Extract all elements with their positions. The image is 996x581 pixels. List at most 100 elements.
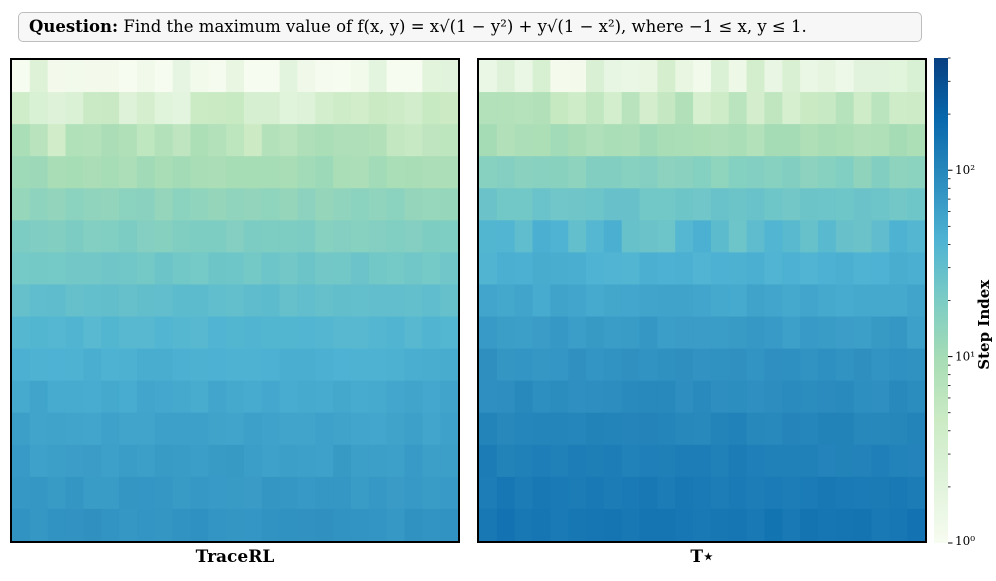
heatmap-cell: [29, 92, 49, 125]
heatmap-cell: [190, 60, 209, 93]
heatmap-cell: [422, 92, 441, 125]
heatmap-cell: [693, 444, 712, 478]
heatmap-cell: [835, 220, 855, 254]
heatmap-cell: [243, 444, 263, 478]
heatmap-cell: [764, 188, 783, 221]
heatmap-cell: [871, 476, 890, 510]
heatmap-cell: [172, 220, 192, 254]
heatmap-cell: [190, 508, 209, 541]
heatmap-cell: [675, 508, 694, 541]
heatmap-cell: [657, 124, 676, 157]
heatmap-cell: [172, 380, 192, 414]
heatmap-cell: [871, 380, 890, 414]
heatmap-cell: [101, 60, 120, 93]
heatmap-cell: [350, 60, 370, 93]
heatmap-cell: [226, 316, 245, 350]
heatmap-cell: [639, 92, 659, 125]
heatmap-cell: [172, 60, 192, 93]
heatmap-cell: [368, 316, 388, 350]
heatmap-cell: [172, 508, 192, 541]
heatmap-cell: [514, 60, 534, 93]
heatmap-cell: [404, 508, 423, 541]
heatmap-cell: [119, 348, 138, 382]
heatmap-cell: [261, 412, 281, 446]
heatmap-cell: [172, 476, 192, 510]
heatmap-cell: [889, 444, 908, 478]
heatmap-cell: [368, 60, 388, 93]
heatmap-cell: [83, 188, 102, 221]
heatmap-cell: [657, 284, 676, 318]
heatmap-cell: [83, 156, 102, 189]
heatmap-cell: [514, 284, 534, 318]
heatmap-cell: [65, 316, 84, 350]
heatmap-cell: [746, 348, 766, 382]
heatmap-cell: [871, 124, 890, 157]
heatmap-cell: [746, 220, 766, 254]
heatmap-cell: [514, 156, 534, 189]
heatmap-cell: [350, 380, 370, 414]
heatmap-cell: [889, 60, 908, 93]
question-box: Question: Find the maximum value of f(x,…: [18, 12, 922, 42]
heatmap-cell: [297, 380, 316, 414]
heatmap-cell: [568, 348, 587, 382]
heatmap-cell: [172, 188, 192, 221]
heatmap-cell: [279, 444, 299, 478]
heatmap-cell: [728, 252, 748, 286]
heatmap-cell: [586, 284, 605, 318]
heatmap-cell: [693, 348, 712, 382]
heatmap-cell: [817, 92, 837, 125]
heatmap-cell: [243, 412, 263, 446]
heatmap-cell: [782, 284, 801, 318]
heatmap-cell: [514, 124, 534, 157]
heatmap-cell: [800, 220, 819, 254]
heatmap-cell: [404, 124, 423, 157]
heatmap-cell: [800, 284, 819, 318]
heatmap-cell: [368, 188, 388, 221]
heatmap-cell: [47, 476, 67, 510]
heatmap-cell: [29, 412, 49, 446]
heatmap-cell: [603, 156, 623, 189]
heatmap-cell: [764, 220, 783, 254]
heatmap-cell: [386, 156, 406, 189]
heatmap-cell: [693, 188, 712, 221]
heatmap-cell: [817, 188, 837, 221]
heatmap-cell: [496, 284, 516, 318]
heatmap-cell: [154, 412, 174, 446]
heatmap-cell: [853, 380, 873, 414]
heatmap-cell: [479, 60, 498, 93]
heatmap-cell: [889, 476, 908, 510]
heatmap-cell: [297, 124, 316, 157]
heatmap-cell: [368, 508, 388, 541]
heatmap-cell: [746, 124, 766, 157]
heatmap-cell: [333, 348, 352, 382]
heatmap-cell: [404, 316, 423, 350]
heatmap-cell: [657, 476, 676, 510]
heatmap-cell: [871, 348, 890, 382]
heatmap-panel-tstar: [477, 58, 927, 543]
heatmap-cell: [12, 444, 31, 478]
heatmap-cell: [657, 508, 676, 541]
heatmap-cell: [208, 220, 227, 254]
heatmap-cell: [297, 476, 316, 510]
heatmap-cell: [440, 252, 458, 286]
heatmap-cell: [154, 252, 174, 286]
heatmap-cell: [208, 252, 227, 286]
heatmap-cell: [440, 220, 458, 254]
heatmap-cell: [782, 444, 801, 478]
heatmap-cell: [101, 188, 120, 221]
heatmap-cell: [639, 476, 659, 510]
heatmap-cell: [479, 252, 498, 286]
heatmap-cell: [386, 380, 406, 414]
heatmap-cell: [279, 508, 299, 541]
heatmap-cell: [243, 60, 263, 93]
heatmap-cell: [208, 156, 227, 189]
heatmap-cell: [817, 220, 837, 254]
heatmap-cell: [782, 92, 801, 125]
heatmap-cell: [621, 412, 641, 446]
heatmap-cell: [907, 156, 925, 189]
heatmap-cell: [243, 156, 263, 189]
heatmap-cell: [675, 380, 694, 414]
heatmap-cell: [728, 220, 748, 254]
heatmap-cell: [190, 92, 209, 125]
heatmap-cell: [550, 252, 569, 286]
